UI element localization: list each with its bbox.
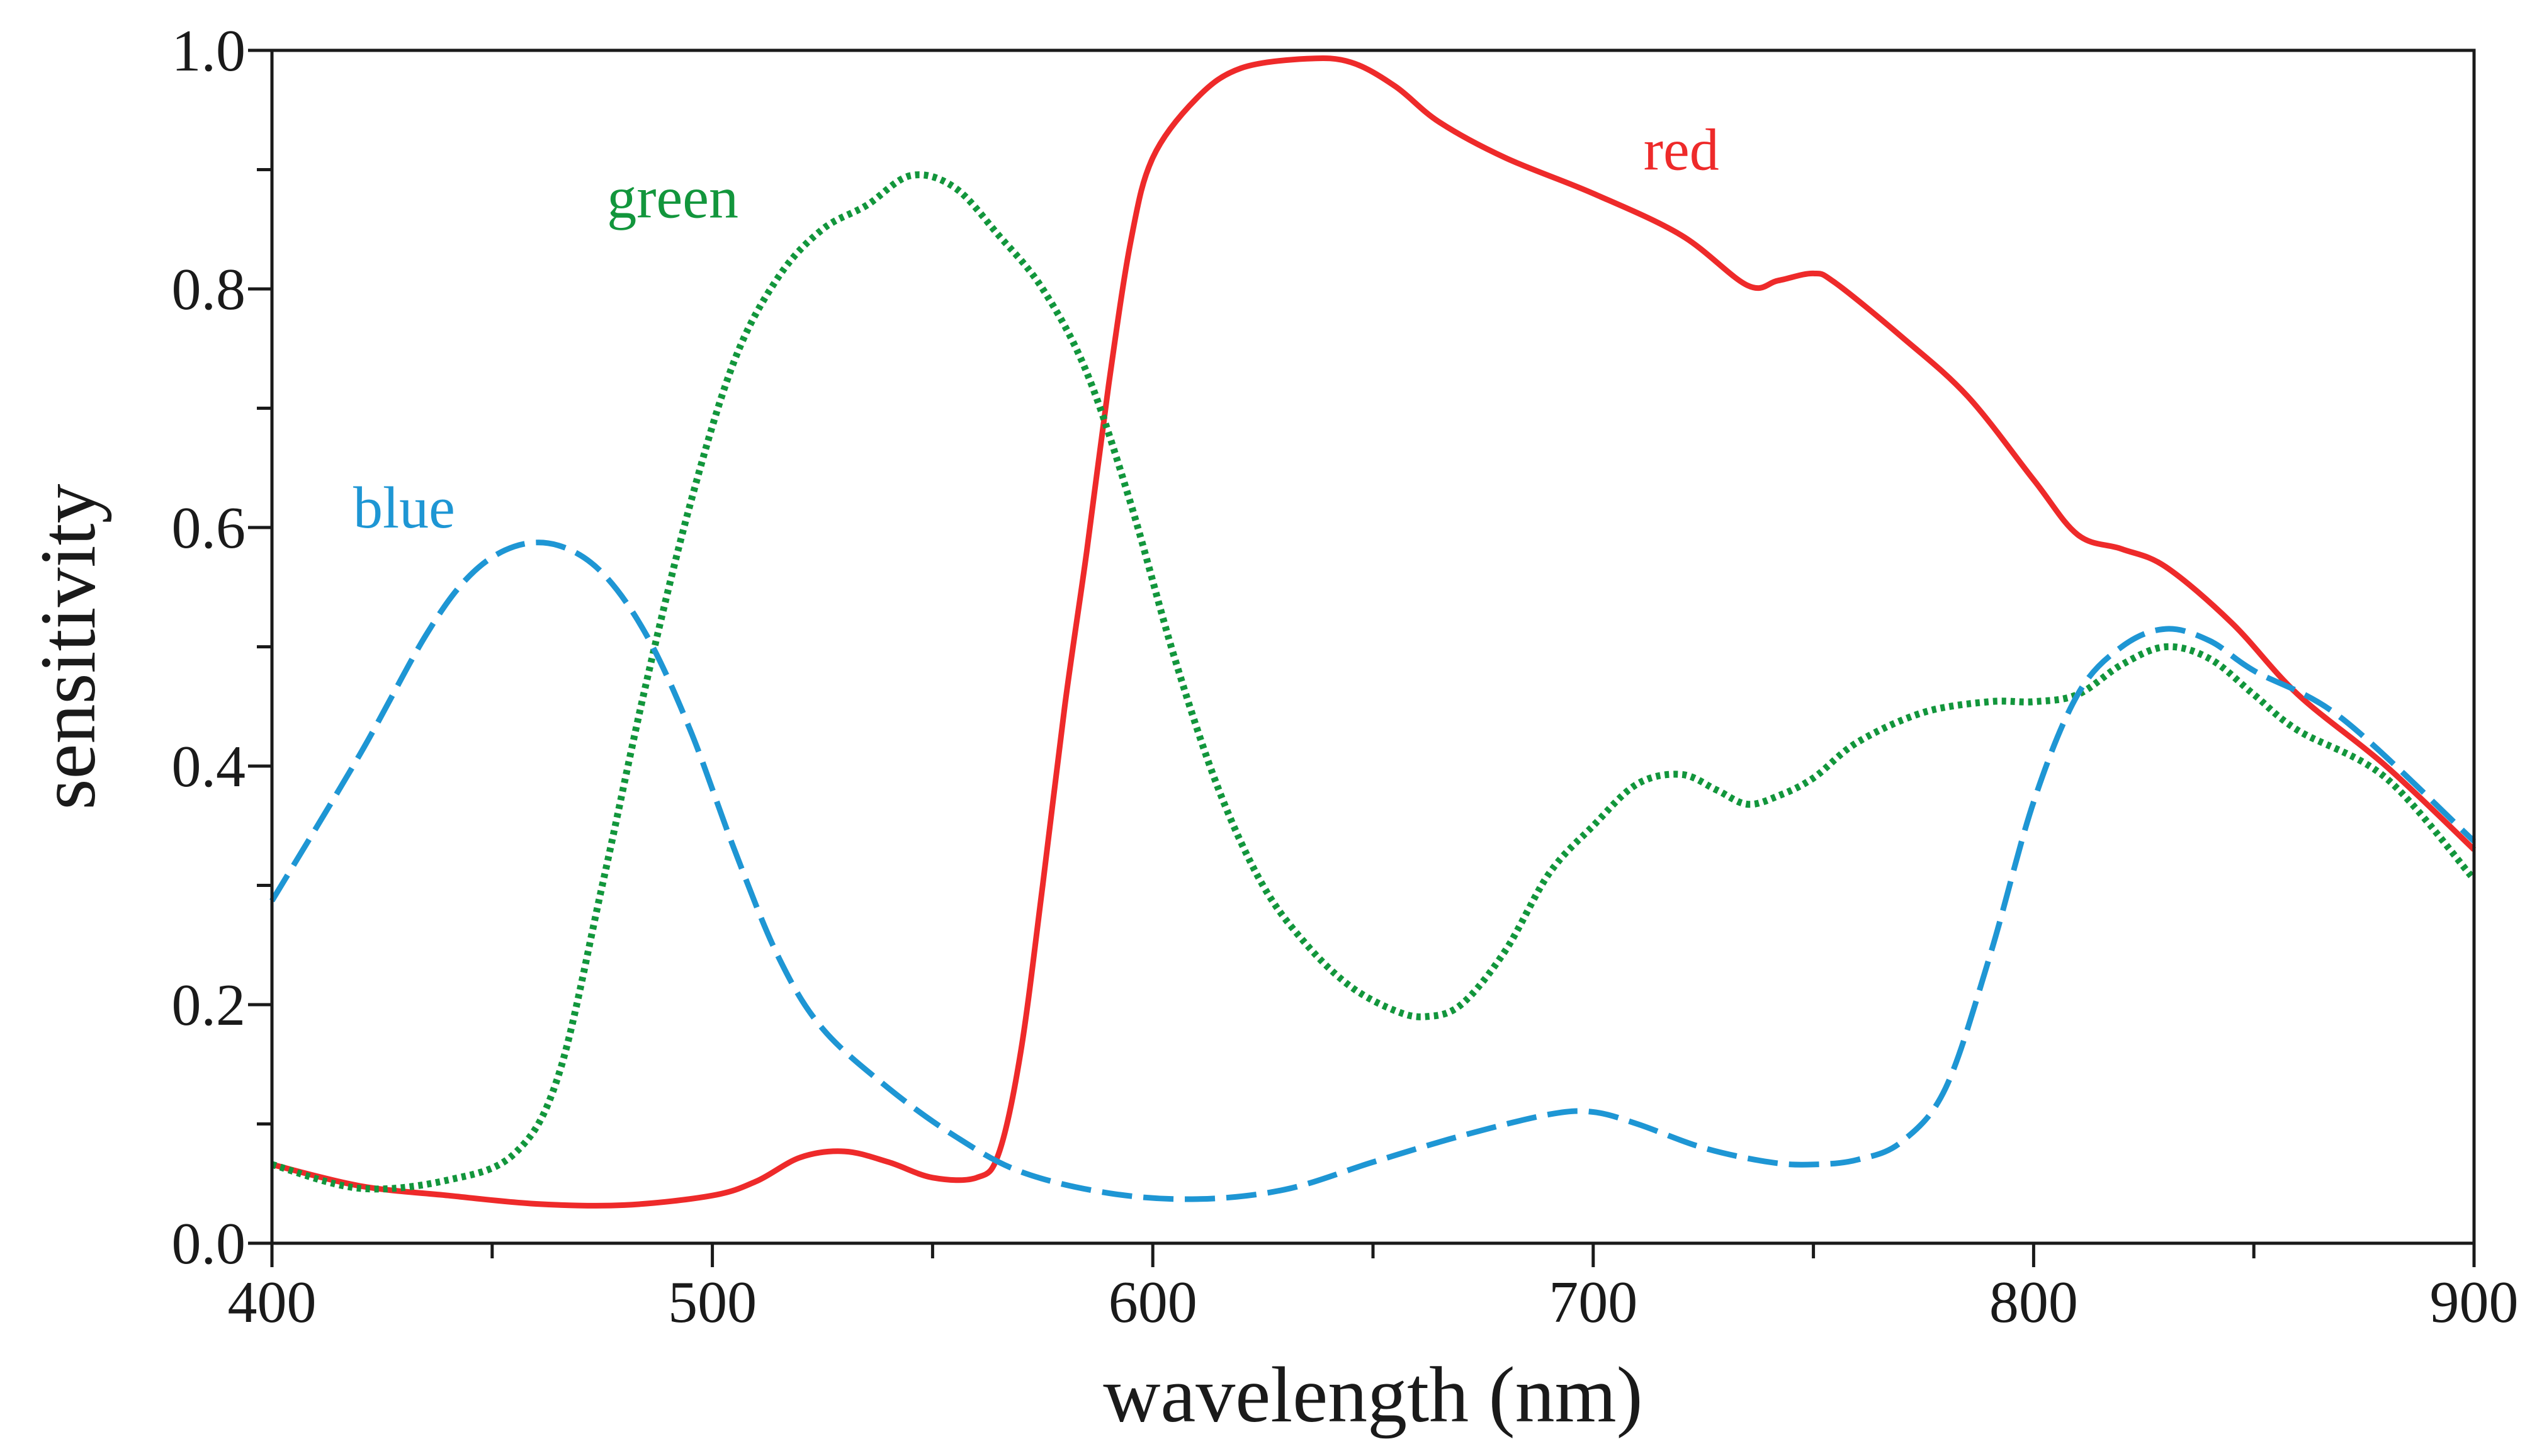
y-tick-label: 0.0 (172, 1211, 246, 1277)
x-tick-label: 400 (228, 1270, 317, 1335)
y-tick-label: 1.0 (172, 18, 246, 84)
x-tick-label: 700 (1549, 1270, 1637, 1335)
tick-labels: 400 500 600 700 800 900 0.0 0.2 0.4 0.6 0.8 1.0 red g… (172, 18, 2519, 1335)
series-label-red: red (1644, 118, 1719, 183)
x-tick-label: 500 (668, 1270, 757, 1335)
plot-frame (270, 48, 2476, 1245)
series-line-red (271, 55, 2477, 1209)
series-label-green: green (607, 165, 738, 230)
series-line-blue (269, 539, 2477, 1202)
y-tick-label: 0.4 (172, 734, 246, 799)
x-tick-label: 600 (1109, 1270, 1197, 1335)
series-layer (269, 55, 2477, 1209)
y-axis-title: sensitivity (25, 483, 112, 810)
x-tick-label: 900 (2430, 1270, 2519, 1335)
x-tick-label: 800 (1989, 1270, 2078, 1335)
series-line-green (271, 171, 2477, 1193)
y-tick-label: 0.8 (172, 257, 246, 322)
y-tick-label: 0.2 (172, 973, 246, 1038)
tick-marks (248, 48, 2476, 1267)
series-label-blue: blue (353, 475, 455, 541)
x-axis-title: wavelength (nm) (1103, 1352, 1642, 1439)
y-tick-label: 0.6 (172, 495, 246, 561)
